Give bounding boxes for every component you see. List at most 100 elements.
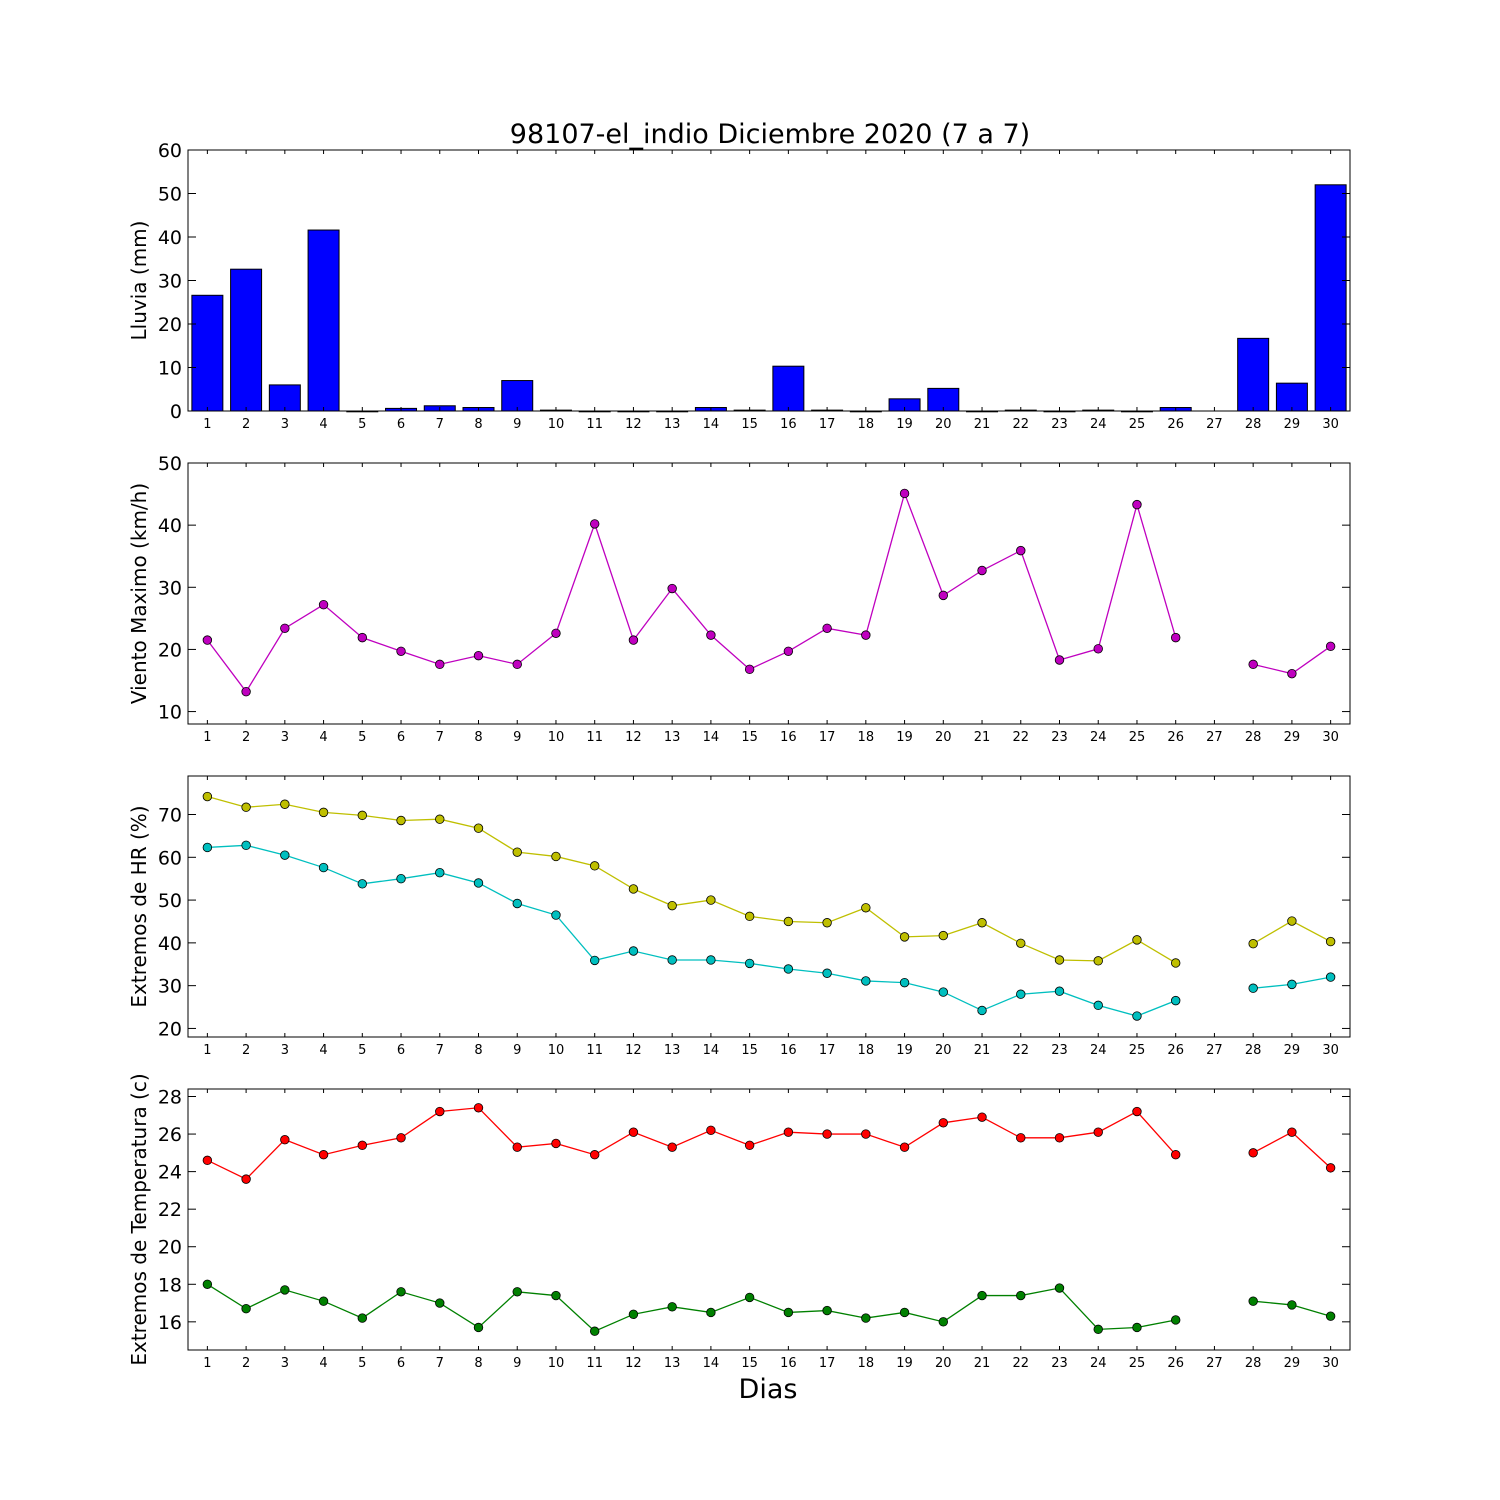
bar-day-16 bbox=[772, 365, 805, 412]
x-tick-label: 20 bbox=[935, 417, 952, 432]
series-2-point-day-24 bbox=[1093, 1000, 1103, 1011]
series-1-point-day-8 bbox=[473, 650, 484, 661]
series-2-point-day-16 bbox=[783, 1307, 794, 1318]
x-tick-label: 1 bbox=[203, 1356, 211, 1371]
x-tick-label: 23 bbox=[1051, 417, 1068, 432]
x-tick-label: 9 bbox=[513, 730, 521, 745]
x-tick-label: 27 bbox=[1206, 1043, 1223, 1058]
series-1-point-day-19 bbox=[899, 1142, 910, 1152]
series-1-point-day-26 bbox=[1170, 958, 1181, 968]
x-tick-label: 15 bbox=[741, 1356, 758, 1371]
y-tick-label: 40 bbox=[158, 227, 182, 249]
x-tick-label: 2 bbox=[242, 730, 250, 745]
x-tick-label: 4 bbox=[319, 730, 327, 745]
x-tick-label: 25 bbox=[1129, 1043, 1146, 1058]
series-1-point-day-23 bbox=[1054, 955, 1065, 965]
x-tick-label: 15 bbox=[741, 417, 758, 432]
series-1-point-day-6 bbox=[396, 815, 406, 826]
series-2-point-day-6 bbox=[396, 873, 406, 884]
x-tick-label: 15 bbox=[741, 730, 758, 745]
x-tick-label: 24 bbox=[1090, 1356, 1107, 1371]
x-tick-label: 4 bbox=[319, 417, 327, 432]
series-2-point-day-22 bbox=[1016, 989, 1026, 999]
axes-frame bbox=[187, 149, 1351, 412]
series-1-point-day-8 bbox=[473, 823, 484, 833]
x-tick-label: 21 bbox=[974, 1356, 991, 1371]
series-1-point-day-8 bbox=[473, 1103, 484, 1113]
series-1-point-day-4 bbox=[318, 807, 329, 818]
series-1-point-day-7 bbox=[435, 1106, 445, 1117]
series-1-point-day-23 bbox=[1054, 1133, 1065, 1143]
x-tick-label: 8 bbox=[474, 730, 482, 745]
series-1-point-day-28 bbox=[1248, 1148, 1258, 1158]
series-2-point-day-2 bbox=[241, 1303, 251, 1314]
series-1-point-day-19 bbox=[899, 488, 910, 499]
x-tick-label: 11 bbox=[586, 1043, 603, 1058]
series-1-point-day-30 bbox=[1325, 641, 1336, 652]
x-tick-label: 7 bbox=[436, 1043, 444, 1058]
x-tick-label: 29 bbox=[1284, 417, 1301, 432]
series-1-point-day-4 bbox=[318, 1150, 329, 1160]
series-1-point-day-28 bbox=[1248, 939, 1258, 949]
series-1-point-day-25 bbox=[1132, 935, 1142, 945]
x-tick-label: 16 bbox=[780, 1356, 797, 1371]
x-tick-label: 17 bbox=[819, 730, 836, 745]
y-tick-label: 40 bbox=[158, 515, 182, 537]
series-1-point-day-11 bbox=[590, 861, 600, 871]
axes-frame bbox=[187, 1088, 1351, 1351]
series-1-point-day-3 bbox=[280, 623, 290, 634]
x-tick-label: 9 bbox=[513, 417, 521, 432]
x-tick-label: 28 bbox=[1245, 1356, 1262, 1371]
x-tick-label: 23 bbox=[1051, 1043, 1068, 1058]
x-tick-label: 12 bbox=[625, 730, 642, 745]
panel-temperature: 1 2 3 4 5 6 7 8 9 10 11 12 13 14 15 16 17 18 19 20 21 22 23 24 2… bbox=[127, 1073, 1351, 1371]
series-1-point-day-24 bbox=[1093, 1127, 1103, 1137]
series-1-point-day-21 bbox=[977, 918, 987, 928]
series-1-point-day-16 bbox=[783, 916, 794, 927]
x-tick-label: 5 bbox=[358, 417, 366, 432]
x-tick-label: 1 bbox=[203, 1043, 211, 1058]
series-2-line-1 bbox=[207, 1283, 1176, 1332]
x-tick-label: 3 bbox=[281, 1356, 289, 1371]
series-2-line-1 bbox=[207, 844, 1176, 1017]
x-tick-label: 12 bbox=[625, 1043, 642, 1058]
series-2-point-day-23 bbox=[1054, 1283, 1065, 1293]
x-tick-label: 17 bbox=[819, 417, 836, 432]
x-tick-label: 3 bbox=[281, 1043, 289, 1058]
series-1-point-day-17 bbox=[822, 623, 832, 634]
x-tick-label: 19 bbox=[896, 730, 913, 745]
y-axis-title: Lluvia (mm) bbox=[127, 221, 151, 341]
series-1-point-day-12 bbox=[628, 1127, 639, 1137]
series-2-point-day-21 bbox=[977, 1290, 987, 1301]
series-1-point-day-22 bbox=[1016, 545, 1026, 556]
series-1-point-day-5 bbox=[357, 1140, 368, 1151]
series-1-point-day-29 bbox=[1287, 1127, 1297, 1137]
x-tick-label: 2 bbox=[242, 417, 250, 432]
x-tick-label: 3 bbox=[281, 730, 289, 745]
series-1-point-day-15 bbox=[744, 911, 755, 922]
x-tick-label: 14 bbox=[703, 730, 720, 745]
x-tick-label: 22 bbox=[1012, 730, 1029, 745]
series-1-point-day-29 bbox=[1287, 916, 1297, 926]
series-1-point-day-30 bbox=[1325, 936, 1336, 947]
y-tick-label: 20 bbox=[158, 314, 182, 336]
x-tick-label: 6 bbox=[397, 417, 405, 432]
y-tick-label: 16 bbox=[158, 1312, 182, 1334]
x-tick-label: 24 bbox=[1090, 417, 1107, 432]
series-1-point-day-2 bbox=[241, 802, 251, 812]
series-1-point-day-11 bbox=[590, 1150, 600, 1160]
x-tick-label: 25 bbox=[1129, 1356, 1146, 1371]
series-2-point-day-13 bbox=[667, 1302, 677, 1312]
x-tick-label: 13 bbox=[664, 1356, 681, 1371]
x-tick-label: 1 bbox=[203, 730, 211, 745]
series-1-point-day-21 bbox=[977, 1112, 987, 1122]
x-tick-label: 29 bbox=[1284, 1043, 1301, 1058]
x-tick-label: 5 bbox=[358, 1043, 366, 1058]
series-2-point-day-28 bbox=[1248, 1296, 1258, 1306]
x-tick-label: 30 bbox=[1322, 1356, 1339, 1371]
y-tick-label: 26 bbox=[158, 1124, 182, 1146]
series-1-point-day-9 bbox=[512, 847, 522, 857]
series-1-line-2 bbox=[1252, 1131, 1332, 1169]
axes-frame bbox=[187, 462, 1351, 725]
bar-day-1 bbox=[191, 294, 224, 412]
